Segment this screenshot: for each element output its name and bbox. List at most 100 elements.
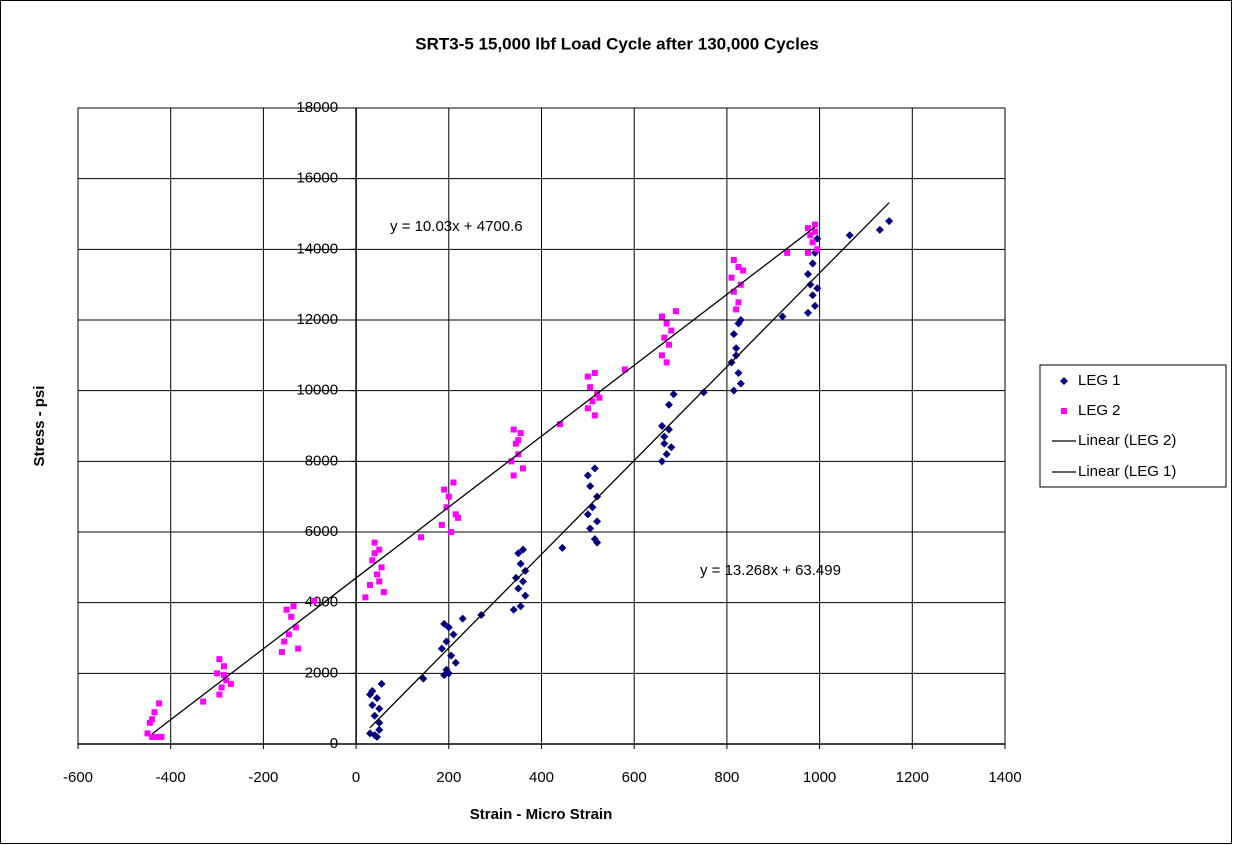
- data-point: [810, 301, 819, 310]
- data-point: [805, 225, 812, 232]
- data-point: [368, 701, 377, 710]
- data-point: [283, 606, 290, 613]
- data-point: [729, 330, 738, 339]
- data-point: [223, 677, 230, 684]
- data-point: [372, 694, 381, 703]
- data-point: [729, 386, 738, 395]
- data-point: [593, 517, 602, 526]
- data-point: [662, 450, 671, 459]
- data-point: [158, 733, 165, 740]
- data-point: [728, 274, 735, 281]
- data-point: [885, 217, 894, 226]
- data-point: [808, 291, 817, 300]
- data-point: [593, 538, 602, 547]
- data-point: [216, 656, 223, 663]
- data-point: [734, 369, 743, 377]
- data-point: [587, 384, 594, 391]
- data-point: [516, 559, 525, 568]
- data-point: [804, 270, 813, 279]
- data-point: [784, 249, 791, 256]
- data-point: [583, 510, 592, 519]
- chart-title: SRT3-5 15,000 lbf Load Cycle after 130,0…: [415, 34, 818, 53]
- data-point: [586, 524, 595, 533]
- data-point: [437, 644, 446, 653]
- data-point: [370, 711, 379, 720]
- legend-label: Linear (LEG 1): [1078, 463, 1176, 480]
- data-point: [442, 637, 451, 646]
- data-point: [278, 649, 285, 656]
- data-point: [584, 405, 591, 412]
- data-point: [417, 534, 424, 541]
- data-point: [591, 370, 598, 376]
- data-point: [875, 225, 884, 234]
- data-point: [660, 432, 669, 441]
- data-point: [659, 352, 666, 359]
- y-tick-label: 2000: [305, 664, 338, 681]
- data-point: [375, 725, 384, 734]
- data-point: [584, 373, 591, 380]
- data-point: [804, 308, 813, 317]
- data-point: [596, 394, 603, 401]
- data-point: [519, 465, 526, 472]
- data-point: [813, 284, 822, 293]
- x-tick-label: 800: [714, 769, 739, 786]
- data-point: [451, 658, 460, 667]
- x-tick-label: 1400: [988, 769, 1021, 786]
- data-point: [557, 421, 564, 428]
- data-point: [736, 316, 745, 324]
- data-point: [378, 564, 385, 571]
- data-point: [663, 359, 670, 366]
- data-point: [667, 443, 676, 452]
- data-point: [444, 669, 453, 678]
- legend-label: LEG 1: [1078, 372, 1121, 389]
- data-point: [373, 571, 380, 578]
- data-point: [227, 680, 234, 687]
- data-point: [672, 308, 679, 315]
- x-tick-label: 200: [436, 769, 461, 786]
- data-point: [811, 221, 818, 228]
- data-point: [440, 619, 449, 628]
- data-point: [669, 390, 678, 399]
- data-point: [311, 597, 318, 604]
- data-point: [295, 645, 302, 652]
- data-point: [735, 264, 742, 270]
- data-point: [380, 589, 387, 596]
- data-point: [658, 457, 667, 466]
- data-point: [518, 545, 527, 554]
- legend-label: Linear (LEG 2): [1078, 432, 1176, 449]
- data-point: [514, 584, 523, 593]
- x-axis-label: Strain - Micro Strain: [470, 806, 613, 823]
- data-point: [447, 651, 456, 660]
- y-axis-label: Stress - psi: [31, 386, 48, 467]
- data-point: [149, 716, 156, 723]
- data-point: [516, 602, 525, 611]
- legend-box: [1039, 364, 1227, 488]
- data-point: [369, 557, 376, 564]
- data-point: [146, 719, 153, 726]
- data-point: [452, 511, 459, 518]
- data-point: [664, 400, 673, 409]
- data-point: [778, 312, 787, 321]
- y-tick-label: 14000: [296, 240, 338, 257]
- data-point: [288, 613, 295, 620]
- data-point: [814, 246, 821, 253]
- data-point: [362, 594, 369, 601]
- data-point: [371, 550, 378, 557]
- data-point: [510, 472, 517, 479]
- y-tick-label: 6000: [305, 523, 338, 540]
- data-point: [455, 514, 462, 521]
- data-point: [377, 679, 386, 688]
- data-point: [281, 638, 288, 645]
- data-point: [216, 691, 223, 698]
- x-tick-label: 1000: [803, 769, 836, 786]
- data-point: [730, 288, 737, 295]
- data-point: [144, 730, 151, 737]
- data-point: [740, 267, 747, 274]
- data-point: [444, 623, 453, 632]
- data-point: [515, 437, 522, 444]
- data-point: [668, 327, 675, 334]
- data-point: [658, 422, 667, 430]
- data-point: [200, 698, 207, 705]
- data-point: [589, 398, 596, 405]
